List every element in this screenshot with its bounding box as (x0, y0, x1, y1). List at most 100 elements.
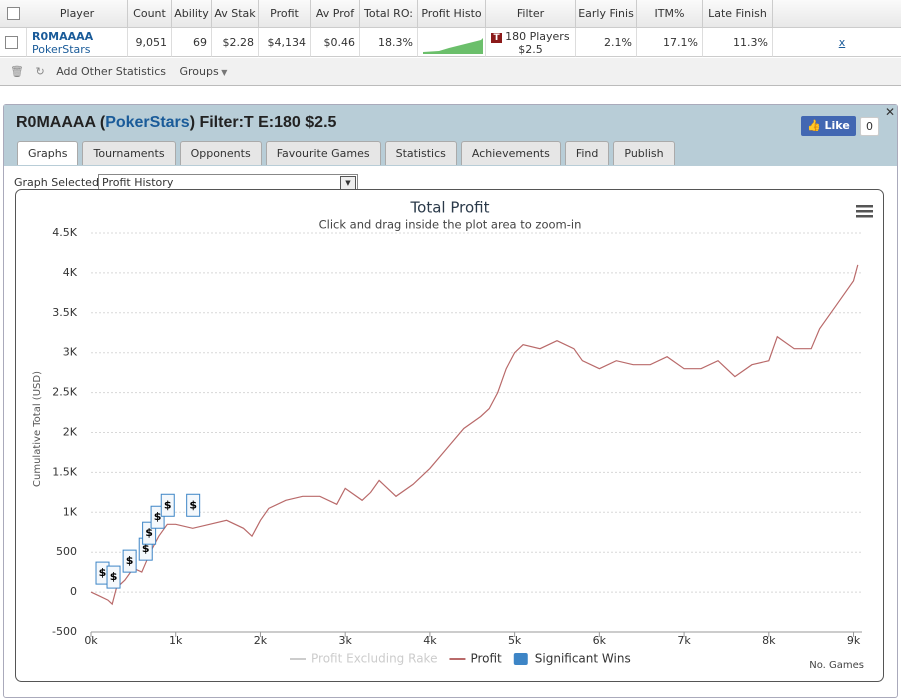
legend-label[interactable]: Profit (470, 652, 502, 666)
legend-label[interactable]: Profit Excluding Rake (311, 652, 437, 666)
flag-label: $ (110, 570, 118, 583)
x-tick-label: 9k (847, 634, 861, 647)
panel-title: R0MAAAA (PokerStars) Filter:T E:180 $2.5 (16, 114, 336, 132)
sparkline (423, 38, 483, 54)
remove-cell: x (773, 28, 901, 57)
x-axis-label: No. Games (809, 660, 864, 671)
title-filter: ) Filter:T E:180 $2.5 (189, 114, 337, 131)
y-tick-label: -500 (52, 625, 77, 638)
graph-selected-label: Graph Selected: (14, 176, 103, 189)
x-tick-label: 2k (254, 634, 268, 647)
flag-box (186, 493, 201, 517)
x-tick-label: 6k (593, 634, 607, 647)
flag-label: $ (189, 498, 197, 511)
chart-title: Total Profit (410, 199, 490, 217)
legend-swatch (513, 653, 528, 665)
toolbar: 🗑 ↻ Add Other Statistics Groups ▼ (0, 58, 901, 86)
filter-cell: T 180 Players $2.5 (486, 28, 576, 57)
y-tick-label: 4.5K (52, 226, 77, 239)
y-tick-label: 4K (63, 266, 78, 279)
column-header[interactable]: Profit (259, 0, 311, 28)
tab[interactable]: Graphs (17, 141, 79, 165)
av-stake-cell: $2.28 (212, 28, 259, 57)
tab[interactable]: Tournaments (82, 141, 176, 165)
like-count: 0 (860, 117, 879, 136)
flag-box (106, 565, 121, 589)
column-header[interactable]: Profit Histo (418, 0, 486, 28)
y-tick-label: 3K (63, 346, 78, 359)
profit-cell: $4,134 (259, 28, 311, 57)
x-tick-label: 3k (338, 634, 352, 647)
legend-label[interactable]: Significant Wins (535, 652, 631, 666)
x-tick-label: 1k (169, 634, 183, 647)
tab[interactable]: Opponents (179, 141, 262, 165)
column-header[interactable]: Total RO: (360, 0, 418, 28)
column-header[interactable]: Av Prof (311, 0, 360, 28)
flag-label: $ (99, 566, 107, 579)
chart: Total Profit Click and drag inside the p… (15, 189, 884, 682)
column-header[interactable]: Player (27, 0, 128, 28)
flag-label: $ (154, 510, 162, 523)
y-tick-label: 500 (56, 545, 77, 558)
row-checkbox-cell (0, 28, 27, 57)
groups-button[interactable]: Groups (179, 65, 219, 78)
column-header[interactable]: Filter (486, 0, 576, 28)
filter-text: 180 Players (505, 30, 570, 43)
tab-bar: Graphs Tournaments Opponents Favourite Game… (17, 141, 679, 165)
tab[interactable]: Statistics (384, 141, 457, 165)
checkbox[interactable] (4, 36, 18, 49)
title-player: R0MAAAA ( (16, 114, 106, 131)
column-header[interactable]: ITM% (637, 0, 703, 28)
flag-box (160, 493, 175, 517)
filter-icon: T (491, 33, 502, 43)
x-tick-label: 0k (84, 634, 98, 647)
like-label: Like (824, 119, 850, 132)
count-cell: 9,051 (128, 28, 172, 57)
chart-frame (15, 189, 884, 682)
tab[interactable]: Publish (613, 141, 675, 165)
column-header[interactable]: Av Stak (212, 0, 259, 28)
y-tick-label: 2K (63, 426, 78, 439)
y-tick-label: 1.5K (52, 465, 77, 478)
menu-icon[interactable] (856, 205, 873, 218)
like-button[interactable]: 👍 Like (801, 116, 856, 136)
filter-stake: $2.5 (518, 43, 543, 56)
column-header[interactable]: Early Finis (576, 0, 637, 28)
tab[interactable]: Favourite Games (265, 141, 381, 165)
remove-link[interactable]: x (838, 36, 846, 49)
itm-cell: 17.1% (637, 28, 703, 57)
refresh-icon[interactable]: ↻ (35, 65, 45, 78)
title-site[interactable]: PokerStars (105, 114, 190, 131)
checkbox[interactable] (7, 7, 20, 20)
add-stats-button[interactable]: Add Other Statistics (56, 65, 166, 78)
profit-line (90, 264, 859, 606)
column-header[interactable]: Ability (172, 0, 212, 28)
flag-label: $ (142, 542, 150, 555)
column-header[interactable]: Late Finish (703, 0, 773, 28)
tab[interactable]: Achievements (460, 141, 561, 165)
av-profit-cell: $0.46 (311, 28, 360, 57)
filter-line: T 180 Players (486, 31, 575, 44)
graph-select-value: Profit History (102, 176, 174, 189)
column-header[interactable]: Count (128, 0, 172, 28)
y-tick-label: 1K (63, 505, 78, 518)
player-cell: R0MAAAA PokerStars (27, 28, 128, 57)
significant-win-flag[interactable]: $ (122, 549, 137, 573)
sparkline-cell (418, 28, 486, 57)
significant-win-flag[interactable]: $ (160, 493, 175, 517)
significant-win-flag[interactable]: $ (186, 493, 201, 517)
significant-win-flag[interactable]: $ (106, 565, 121, 589)
roi-cell: 18.3% (360, 28, 418, 57)
late-finish-cell: 11.3% (703, 28, 773, 57)
ability-cell: 69 (172, 28, 212, 57)
header-filler (773, 0, 901, 28)
x-tick-label: 4k (423, 634, 437, 647)
flag-label: $ (164, 498, 172, 511)
player-name[interactable]: R0MAAAA (32, 30, 94, 43)
tab[interactable]: Find (564, 141, 610, 165)
flag-label: $ (145, 526, 153, 539)
header-checkbox-cell (0, 0, 28, 28)
close-button[interactable]: ✕ (885, 105, 896, 119)
delete-icon[interactable]: 🗑 (10, 65, 24, 78)
